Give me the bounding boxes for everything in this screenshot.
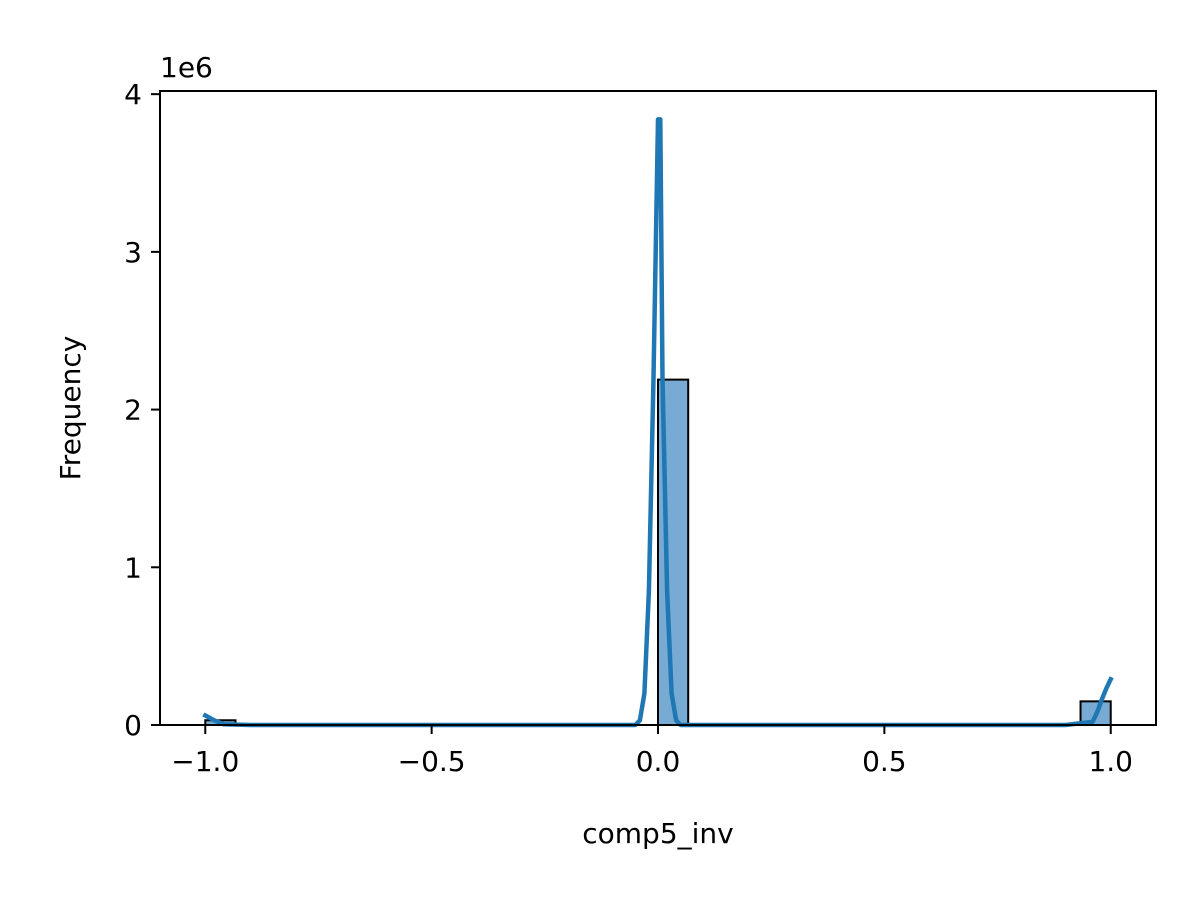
x-tick-label: 0.0 (636, 745, 681, 778)
y-tick-label: 4 (124, 78, 142, 111)
y-axis-ticks: 0 1 2 3 4 (124, 78, 160, 742)
y-axis-label: Frequency (54, 336, 87, 481)
y-tick-label: 1 (124, 551, 142, 584)
x-axis-label: comp5_inv (582, 817, 733, 850)
y-tick-label: 0 (124, 709, 142, 742)
x-tick-label: −1.0 (171, 745, 239, 778)
histogram-bars (204, 378, 1112, 727)
y-tick-label: 3 (124, 236, 142, 269)
y-tick-label: 2 (124, 394, 142, 427)
x-axis-ticks: −1.0 −0.5 0.0 0.5 1.0 (171, 725, 1133, 778)
x-tick-label: 1.0 (1088, 745, 1133, 778)
x-tick-label: 0.5 (862, 745, 907, 778)
x-tick-label: −0.5 (398, 745, 466, 778)
y-axis-scale-label: 1e6 (160, 51, 213, 84)
